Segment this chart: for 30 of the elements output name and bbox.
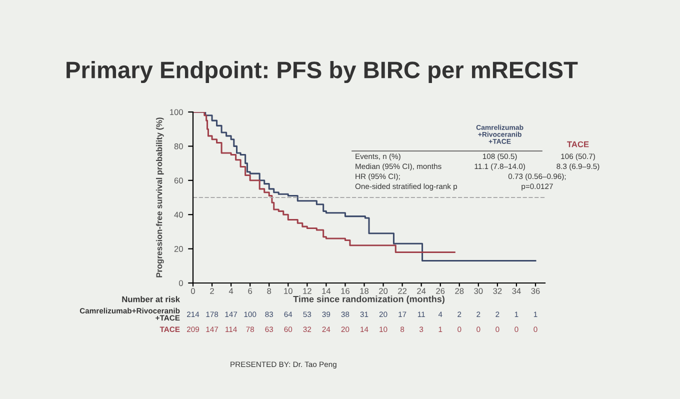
y-tick-label: 20 — [174, 246, 183, 252]
x-tick-label: 16 — [341, 288, 350, 294]
text: Number at risk — [122, 296, 180, 302]
y-tick-label: 0 — [178, 280, 183, 286]
x-tick-label: 30 — [474, 288, 483, 294]
y-axis-title: Progression-free survival probability (%) — [156, 118, 164, 278]
x-tick-label: 34 — [512, 288, 521, 294]
x-tick-label: 10 — [284, 288, 292, 294]
x-tick-label: 14 — [322, 288, 331, 294]
x-tick-label: 18 — [360, 288, 369, 294]
y-tick-label: 80 — [174, 143, 183, 150]
x-tick-label: 36 — [531, 288, 540, 294]
x-tick-label: 26 — [436, 288, 445, 294]
x-tick-label: 12 — [303, 288, 312, 294]
x-axis-title: Time since randomization (months) — [293, 296, 444, 304]
x-tick-label: 2 — [210, 288, 214, 294]
y-tick-label: 40 — [174, 212, 183, 218]
x-tick-label: 22 — [398, 288, 407, 294]
y-tick-label: 100 — [170, 109, 183, 116]
x-tick-label: 4 — [228, 288, 234, 294]
x-tick-label: 6 — [248, 288, 252, 294]
x-tick-label: 28 — [455, 288, 464, 294]
y-tick-label: 60 — [174, 178, 183, 184]
text: TACE — [567, 141, 589, 148]
x-tick-label: 8 — [267, 288, 272, 294]
x-tick-label: 20 — [379, 288, 388, 294]
x-tick-label: 0 — [191, 288, 195, 294]
chart-title: Primary Endpoint: PFS by BIRC per mRECIST — [66, 60, 578, 84]
x-tick-label: 24 — [417, 288, 426, 294]
x-tick-label: 32 — [493, 288, 502, 294]
